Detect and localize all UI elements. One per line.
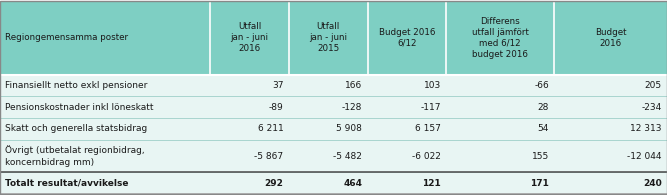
Polygon shape: [289, 1, 368, 75]
Polygon shape: [554, 1, 667, 75]
Text: 121: 121: [422, 179, 441, 188]
Text: Finansiellt netto exkl pensioner: Finansiellt netto exkl pensioner: [5, 81, 147, 90]
Text: 464: 464: [344, 179, 362, 188]
Text: -128: -128: [342, 103, 362, 112]
Text: -66: -66: [534, 81, 549, 90]
Polygon shape: [368, 172, 446, 194]
Text: -89: -89: [269, 103, 283, 112]
Text: -6 022: -6 022: [412, 152, 441, 160]
Polygon shape: [554, 75, 667, 96]
Polygon shape: [210, 1, 289, 75]
Polygon shape: [0, 140, 210, 172]
Text: 166: 166: [345, 81, 362, 90]
Polygon shape: [0, 75, 210, 96]
Polygon shape: [368, 140, 446, 172]
Polygon shape: [554, 140, 667, 172]
Text: 155: 155: [532, 152, 549, 160]
Text: -5 867: -5 867: [254, 152, 283, 160]
Polygon shape: [446, 75, 554, 96]
Text: 171: 171: [530, 179, 549, 188]
Text: Budget 2016
6/12: Budget 2016 6/12: [379, 28, 435, 48]
Text: 6 211: 6 211: [257, 124, 283, 133]
Polygon shape: [210, 75, 289, 96]
Text: 54: 54: [538, 124, 549, 133]
Polygon shape: [368, 1, 446, 75]
Text: Budget
2016: Budget 2016: [595, 28, 626, 48]
Polygon shape: [446, 140, 554, 172]
Polygon shape: [289, 140, 368, 172]
Polygon shape: [554, 96, 667, 118]
Text: -5 482: -5 482: [334, 152, 362, 160]
Polygon shape: [289, 75, 368, 96]
Text: 5 908: 5 908: [336, 124, 362, 133]
Text: Differens
utfall jämfört
med 6/12
budget 2016: Differens utfall jämfört med 6/12 budget…: [472, 17, 529, 59]
Text: Regiongemensamma poster: Regiongemensamma poster: [5, 33, 129, 42]
Text: 292: 292: [265, 179, 283, 188]
Polygon shape: [554, 172, 667, 194]
Polygon shape: [289, 118, 368, 140]
Polygon shape: [289, 172, 368, 194]
Polygon shape: [0, 118, 210, 140]
Text: 12 313: 12 313: [630, 124, 662, 133]
Text: 28: 28: [538, 103, 549, 112]
Text: Pensionskostnader inkl löneskatt: Pensionskostnader inkl löneskatt: [5, 103, 154, 112]
Text: Utfall
jan - juni
2016: Utfall jan - juni 2016: [231, 22, 268, 53]
Polygon shape: [368, 75, 446, 96]
Polygon shape: [210, 140, 289, 172]
Polygon shape: [0, 96, 210, 118]
Text: Utfall
jan - juni
2015: Utfall jan - juni 2015: [309, 22, 347, 53]
Polygon shape: [289, 96, 368, 118]
Text: 6 157: 6 157: [415, 124, 441, 133]
Text: -117: -117: [420, 103, 441, 112]
Polygon shape: [446, 1, 554, 75]
Polygon shape: [210, 118, 289, 140]
Polygon shape: [554, 118, 667, 140]
Text: 205: 205: [644, 81, 662, 90]
Polygon shape: [210, 96, 289, 118]
Text: 240: 240: [643, 179, 662, 188]
Text: Totalt resultat/avvikelse: Totalt resultat/avvikelse: [5, 179, 129, 188]
Polygon shape: [446, 96, 554, 118]
Polygon shape: [446, 118, 554, 140]
Text: -12 044: -12 044: [627, 152, 662, 160]
Polygon shape: [210, 172, 289, 194]
Text: 103: 103: [424, 81, 441, 90]
Polygon shape: [446, 172, 554, 194]
Text: Skatt och generella statsbidrag: Skatt och generella statsbidrag: [5, 124, 147, 133]
Text: 37: 37: [272, 81, 283, 90]
Polygon shape: [368, 96, 446, 118]
Polygon shape: [0, 1, 210, 75]
Polygon shape: [0, 172, 210, 194]
Text: Övrigt (utbetalat regionbidrag,
koncernbidrag mm): Övrigt (utbetalat regionbidrag, koncernb…: [5, 146, 145, 167]
Polygon shape: [368, 118, 446, 140]
Text: -234: -234: [642, 103, 662, 112]
